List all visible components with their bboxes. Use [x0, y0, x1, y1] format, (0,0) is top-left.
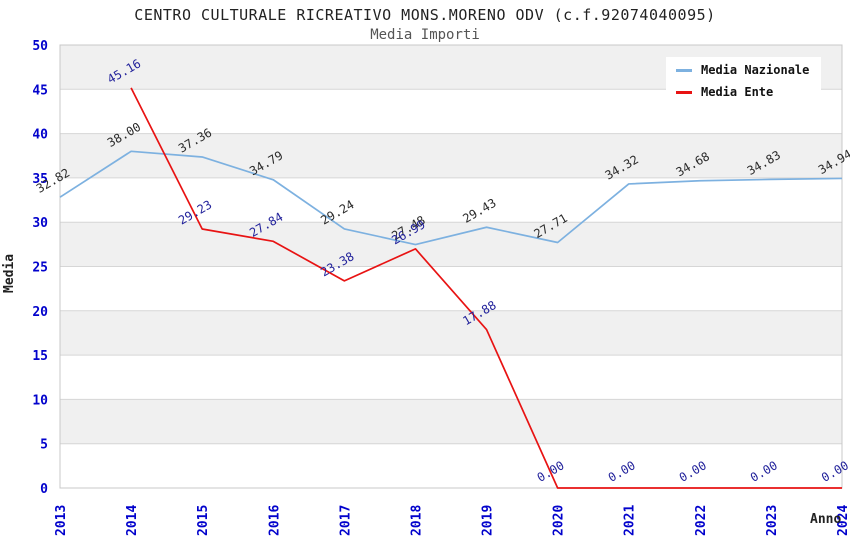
x-tick-label: 2020 — [552, 505, 567, 536]
y-tick-label: 5 — [40, 438, 48, 453]
point-label: 0.00 — [606, 458, 638, 485]
y-tick-label: 20 — [32, 305, 48, 320]
x-tick-label: 2022 — [694, 505, 709, 536]
x-tick-label: 2017 — [338, 505, 353, 536]
plot-border — [59, 44, 843, 489]
x-tick-label: 2018 — [409, 505, 424, 536]
chart-subtitle: Media Importi — [370, 27, 480, 43]
legend: Media Nazionale Media Ente — [666, 57, 822, 106]
y-tick-label: 40 — [32, 128, 48, 143]
x-tick-label: 2019 — [481, 505, 496, 536]
x-tick-label: 2014 — [125, 505, 140, 536]
point-label: 0.00 — [748, 458, 780, 485]
legend-item-media-nazionale: Media Nazionale — [676, 63, 809, 77]
grid-band — [60, 399, 842, 444]
point-label: 0.00 — [677, 458, 709, 485]
x-tick-label: 2016 — [267, 505, 282, 536]
y-tick-label: 10 — [32, 393, 48, 408]
legend-swatch-nazionale-icon — [676, 68, 692, 72]
y-axis-title: Media — [2, 253, 17, 293]
point-label: 0.00 — [535, 458, 567, 485]
legend-item-media-ente: Media Ente — [676, 85, 809, 99]
y-tick-label: 0 — [40, 482, 48, 497]
page-title: CENTRO CULTURALE RICREATIVO MONS.MORENO … — [134, 6, 716, 24]
series-line-media-nazionale — [59, 150, 843, 246]
y-tick-label: 25 — [32, 261, 48, 276]
grid-band — [60, 310, 842, 356]
x-tick-label: 2013 — [54, 505, 69, 536]
x-tick-label: 2021 — [623, 505, 638, 536]
x-tick-label: 2023 — [765, 505, 780, 536]
x-tick-label: 2015 — [196, 505, 211, 536]
y-tick-label: 35 — [32, 172, 48, 187]
x-tick-label: 2024 — [836, 505, 850, 536]
series-line-media-ente — [130, 87, 842, 489]
y-tick-label: 30 — [32, 216, 48, 231]
legend-swatch-ente-icon — [676, 90, 692, 94]
x-axis-title: Anno — [810, 512, 842, 527]
point-label: 32.82 — [34, 166, 72, 196]
point-label: 29.43 — [460, 196, 498, 226]
y-tick-label: 45 — [32, 83, 48, 98]
y-tick-label: 15 — [32, 349, 48, 364]
legend-label: Media Ente — [701, 85, 774, 99]
point-label: 0.00 — [819, 458, 850, 485]
grid-band — [60, 222, 842, 267]
legend-label: Media Nazionale — [701, 63, 810, 77]
y-tick-label: 50 — [32, 39, 48, 54]
